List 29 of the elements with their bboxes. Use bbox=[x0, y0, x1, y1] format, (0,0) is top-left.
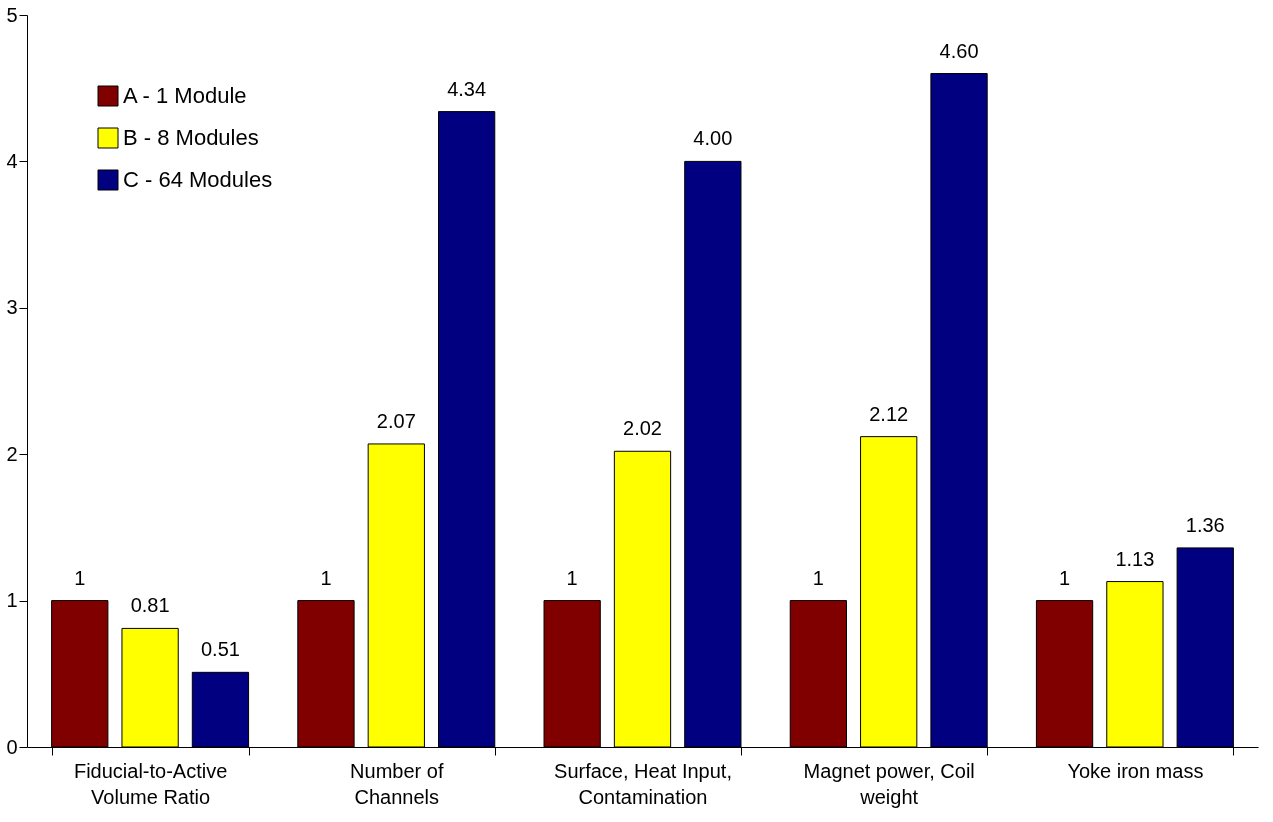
data-label: 2.02 bbox=[623, 417, 662, 440]
data-label: 1.13 bbox=[1115, 547, 1155, 570]
y-tick-label: 3 bbox=[6, 296, 18, 319]
data-label: 4.34 bbox=[447, 77, 487, 100]
x-tick-label: Fiducial-to-Active Volume Ratio bbox=[73, 759, 228, 808]
data-label: 2.07 bbox=[376, 409, 416, 432]
x-tick-label: Number of Channels bbox=[350, 759, 444, 808]
data-label: 4.00 bbox=[693, 127, 733, 150]
data-label: 1 bbox=[320, 566, 332, 589]
y-tick-label: 4 bbox=[6, 149, 18, 172]
y-tick-label: 2 bbox=[6, 442, 18, 465]
legend-label: C - 64 Modules bbox=[123, 167, 273, 192]
y-tick-label: 1 bbox=[6, 589, 18, 612]
data-label: 1 bbox=[74, 566, 86, 589]
data-label: 1 bbox=[812, 566, 824, 589]
x-tick-label: Magnet power, Coil weight bbox=[803, 759, 975, 808]
x-tick-label: Yoke iron mass bbox=[1067, 759, 1204, 782]
legend-label: A - 1 Module bbox=[123, 83, 247, 108]
legend-label: B - 8 Modules bbox=[123, 125, 259, 150]
x-tick-label: Surface, Heat Input, Contamination bbox=[554, 759, 732, 808]
data-label: 0.51 bbox=[200, 638, 240, 661]
data-label: 1.36 bbox=[1185, 513, 1225, 536]
y-tick-label: 5 bbox=[6, 3, 18, 26]
data-label: 4.60 bbox=[939, 39, 979, 62]
data-label: 0.81 bbox=[130, 594, 170, 617]
y-tick-label: 0 bbox=[6, 735, 18, 758]
data-label: 1 bbox=[566, 566, 578, 589]
data-label: 2.12 bbox=[869, 402, 909, 425]
data-label: 1 bbox=[1058, 566, 1071, 589]
